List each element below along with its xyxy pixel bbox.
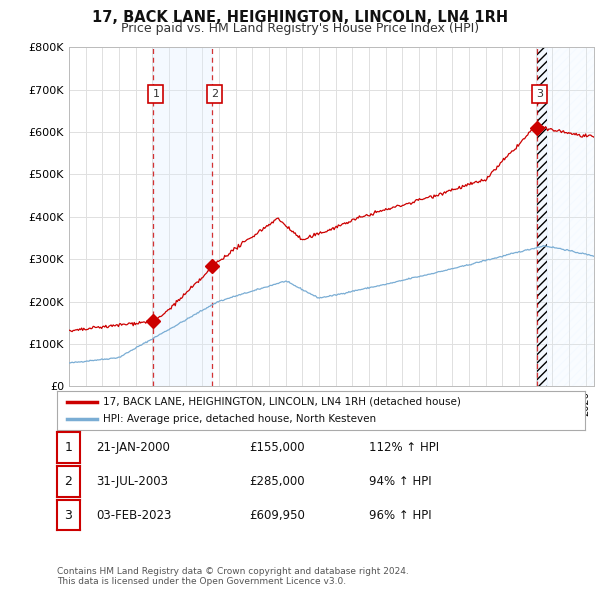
Bar xyxy=(537,47,547,386)
Text: Contains HM Land Registry data © Crown copyright and database right 2024.
This d: Contains HM Land Registry data © Crown c… xyxy=(57,567,409,586)
Text: Price paid vs. HM Land Registry's House Price Index (HPI): Price paid vs. HM Land Registry's House … xyxy=(121,22,479,35)
Text: HPI: Average price, detached house, North Kesteven: HPI: Average price, detached house, Nort… xyxy=(103,414,377,424)
Text: 3: 3 xyxy=(536,89,543,99)
Text: 03-FEB-2023: 03-FEB-2023 xyxy=(96,509,172,522)
Text: £609,950: £609,950 xyxy=(249,509,305,522)
Text: 2: 2 xyxy=(211,89,218,99)
Text: 17, BACK LANE, HEIGHINGTON, LINCOLN, LN4 1RH (detached house): 17, BACK LANE, HEIGHINGTON, LINCOLN, LN4… xyxy=(103,396,461,407)
Text: 112% ↑ HPI: 112% ↑ HPI xyxy=(369,441,439,454)
Text: £285,000: £285,000 xyxy=(249,475,305,488)
Bar xyxy=(537,47,547,386)
Bar xyxy=(154,47,212,386)
Text: 94% ↑ HPI: 94% ↑ HPI xyxy=(369,475,431,488)
Text: 1: 1 xyxy=(152,89,160,99)
Text: 2: 2 xyxy=(64,475,73,488)
Text: 31-JUL-2003: 31-JUL-2003 xyxy=(96,475,168,488)
Text: 1: 1 xyxy=(64,441,73,454)
Text: £155,000: £155,000 xyxy=(249,441,305,454)
Bar xyxy=(547,47,594,386)
Text: 21-JAN-2000: 21-JAN-2000 xyxy=(96,441,170,454)
Text: 3: 3 xyxy=(64,509,73,522)
Text: 96% ↑ HPI: 96% ↑ HPI xyxy=(369,509,431,522)
Text: 17, BACK LANE, HEIGHINGTON, LINCOLN, LN4 1RH: 17, BACK LANE, HEIGHINGTON, LINCOLN, LN4… xyxy=(92,10,508,25)
